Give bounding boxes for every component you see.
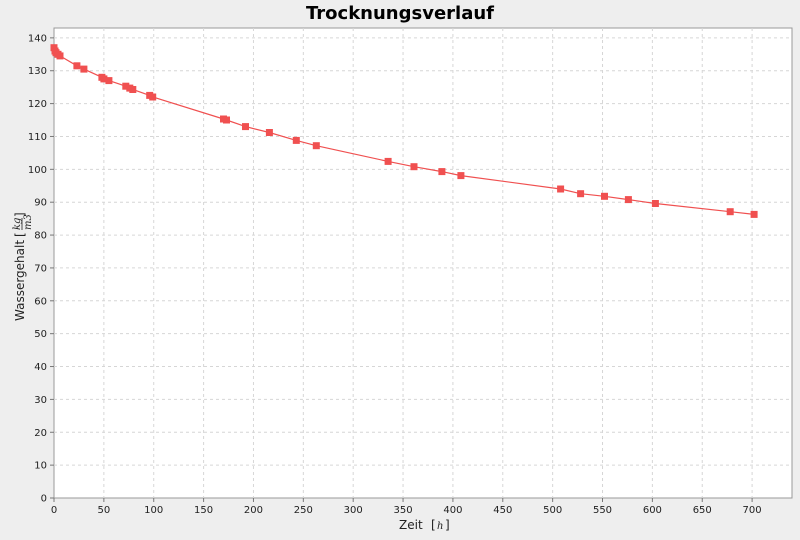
x-tick-label: 200 (244, 505, 263, 516)
series (50, 44, 758, 218)
data-point (312, 142, 320, 150)
data-point (265, 129, 273, 136)
x-tick-label: 700 (743, 505, 762, 516)
data-point (410, 163, 418, 171)
x-tick-label: 0 (51, 505, 57, 516)
y-tick-label: 70 (34, 263, 47, 274)
grid (54, 28, 792, 498)
x-tick-label: 100 (144, 505, 163, 516)
axes: 0 50 100 150 200 250 300 350 400 450 500 550 600 650 7… (28, 33, 762, 516)
data-point (384, 157, 392, 165)
data-point (601, 192, 608, 200)
y-tick-label: 90 (34, 198, 47, 209)
y-unit-bracket-open: [ (13, 232, 27, 237)
x-tick-label: 600 (643, 505, 662, 516)
data-point (438, 168, 446, 176)
y-tick-label: 10 (34, 461, 47, 472)
data-point (223, 116, 230, 124)
data-point (577, 190, 585, 198)
x-axis-title-group: Zeit [ h ] (399, 518, 450, 532)
chart-title: Trocknungsverlauf (305, 3, 494, 24)
plot-background (53, 27, 793, 499)
y-axis-label: Wassergehalt (13, 240, 27, 321)
y-tick-label: 140 (28, 33, 47, 44)
x-axis-unit: h (437, 521, 443, 532)
y-axis-unit-numerator: kg (12, 218, 23, 230)
data-point (80, 65, 88, 73)
y-tick-label: 20 (34, 428, 47, 439)
data-point (56, 52, 64, 60)
y-tick-label: 30 (34, 395, 47, 406)
data-point (651, 200, 659, 207)
x-unit-bracket-open: [ (431, 518, 436, 532)
data-point (129, 86, 137, 93)
y-tick-label: 60 (34, 296, 47, 307)
y-axis-title-group: Wassergehalt [ kg m3 ] (12, 212, 34, 321)
x-tick-label: 150 (194, 505, 213, 516)
x-tick-label: 300 (344, 505, 363, 516)
x-unit-bracket-close: ] (445, 518, 450, 532)
x-axis-label: Zeit (399, 518, 423, 532)
data-point (726, 208, 734, 216)
x-tick-label: 250 (294, 505, 313, 516)
data-point (750, 210, 758, 218)
data-point (242, 123, 249, 131)
x-tick-label: 450 (493, 505, 512, 516)
x-tick-label: 500 (543, 505, 562, 516)
data-point (457, 172, 465, 180)
y-tick-label: 50 (34, 329, 47, 340)
data-point (100, 75, 108, 83)
y-tick-label: 130 (28, 66, 47, 77)
y-tick-label: 110 (28, 132, 47, 143)
data-point (149, 93, 157, 101)
data-point (73, 62, 81, 70)
data-point (624, 196, 632, 204)
data-point (557, 185, 565, 193)
y-tick-label: 100 (28, 165, 47, 176)
y-unit-bracket-close: ] (13, 212, 27, 217)
y-tick-label: 80 (34, 231, 47, 242)
y-axis-unit-denominator: m3 (23, 214, 34, 230)
y-tick-label: 40 (34, 362, 47, 373)
data-point (292, 136, 300, 144)
x-tick-label: 550 (593, 505, 612, 516)
y-tick-label: 0 (41, 494, 47, 505)
y-tick-label: 120 (28, 99, 47, 110)
x-tick-label: 400 (443, 505, 462, 516)
x-tick-label: 350 (394, 505, 413, 516)
x-tick-label: 50 (97, 505, 110, 516)
data-point (122, 82, 130, 90)
data-point (105, 77, 113, 85)
x-tick-label: 650 (693, 505, 712, 516)
